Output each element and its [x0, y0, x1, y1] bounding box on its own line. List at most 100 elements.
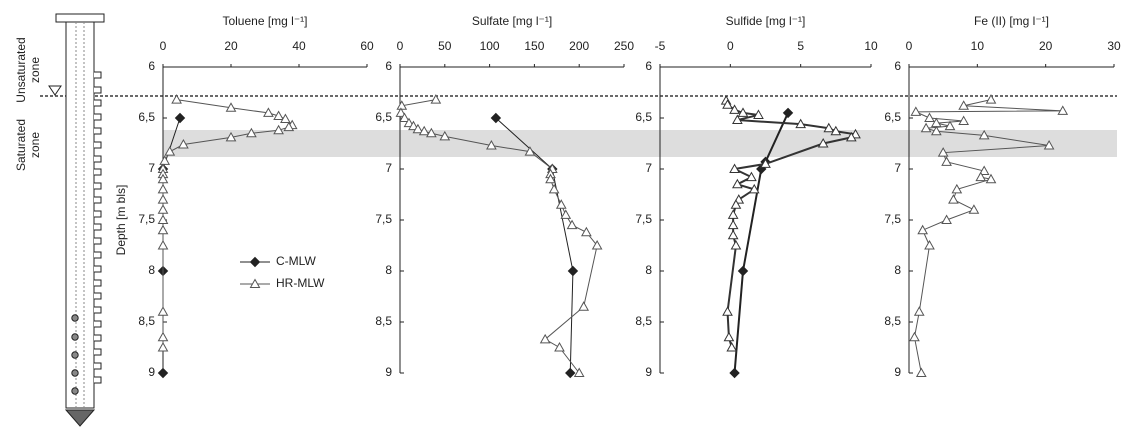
- marker-triangle: [727, 229, 739, 240]
- legend-label: HR-MLW: [276, 276, 325, 290]
- marker-triangle: [403, 117, 415, 128]
- marker-diamond: [157, 367, 169, 379]
- x-tick-label: 10: [864, 39, 878, 53]
- x-tick-label: 200: [569, 39, 589, 53]
- marker-triangle: [727, 219, 739, 230]
- x-tick-label: 50: [438, 39, 452, 53]
- port-flag: [94, 210, 102, 218]
- marker-triangle: [985, 173, 997, 184]
- y-tick-label: 8: [645, 263, 652, 277]
- y-tick-label: 6: [894, 59, 901, 73]
- port-flag: [94, 348, 102, 356]
- marker-triangle: [913, 306, 925, 316]
- y-tick-label: 9: [645, 365, 652, 379]
- marker-triangle: [941, 214, 952, 224]
- marker-triangle: [566, 219, 578, 230]
- chart-title: Sulfide [mg l⁻¹]: [726, 14, 806, 28]
- marker-triangle: [395, 107, 407, 117]
- port-flag: [94, 113, 102, 121]
- port-flag: [94, 141, 102, 149]
- marker-diamond: [782, 107, 794, 119]
- marker-triangle: [968, 204, 980, 214]
- y-tick-label: 9: [385, 365, 392, 379]
- marker-triangle: [573, 367, 585, 377]
- marker-triangle: [591, 239, 603, 250]
- port-flag: [94, 127, 102, 135]
- port-dot: [71, 314, 79, 322]
- x-tick-label: 100: [480, 39, 500, 53]
- well-tip: [64, 409, 96, 427]
- marker-triangle: [157, 306, 169, 316]
- marker-triangle: [924, 112, 935, 122]
- marker-triangle: [730, 199, 742, 209]
- marker-triangle: [548, 183, 560, 194]
- marker-triangle: [746, 171, 757, 182]
- y-tick-label: 7: [148, 161, 155, 175]
- marker-triangle: [157, 214, 169, 224]
- marker-triangle: [273, 110, 284, 120]
- marker-triangle: [399, 112, 410, 122]
- marker-triangle: [581, 226, 592, 237]
- marker-triangle: [723, 331, 735, 342]
- marker-triangle: [944, 120, 956, 131]
- zone-label: zone: [28, 132, 42, 158]
- y-tick-label: 7: [894, 161, 901, 175]
- x-tick-label: -5: [655, 39, 666, 53]
- marker-triangle: [412, 123, 424, 134]
- marker-diamond: [729, 367, 740, 379]
- marker-triangle: [171, 94, 182, 104]
- marker-triangle: [408, 120, 419, 131]
- port-flag: [94, 182, 102, 190]
- marker-triangle: [246, 127, 257, 138]
- port-flag: [94, 99, 102, 107]
- y-tick-label: 8: [894, 263, 901, 277]
- marker-diamond: [567, 265, 579, 277]
- y-tick-label: 8,5: [884, 314, 901, 328]
- well-diagram: [48, 13, 105, 427]
- x-tick-label: 5: [797, 39, 804, 53]
- marker-triangle: [978, 165, 990, 176]
- port-flag: [94, 376, 102, 384]
- marker-triangle: [795, 118, 807, 129]
- x-tick-label: 250: [614, 39, 634, 53]
- marker-triangle: [157, 341, 169, 352]
- marker-triangle: [157, 204, 169, 214]
- marker-diamond: [737, 265, 749, 277]
- marker-triangle: [159, 155, 171, 165]
- port-flag: [94, 168, 102, 176]
- legend-label: C-MLW: [276, 254, 316, 268]
- marker-triangle: [486, 140, 497, 150]
- y-tick-label: 8,5: [635, 314, 652, 328]
- port-flag: [94, 196, 102, 204]
- well-tube: [65, 21, 95, 409]
- y-tick-label: 7: [645, 161, 652, 175]
- marker-triangle: [726, 341, 738, 352]
- port-flag: [94, 279, 102, 287]
- port-flag: [94, 362, 102, 370]
- port-flag: [94, 86, 102, 94]
- y-tick-label: 7: [385, 161, 392, 175]
- well-cap: [55, 13, 105, 23]
- marker-triangle: [930, 125, 942, 136]
- x-tick-label: 0: [727, 39, 734, 53]
- marker-triangle: [426, 127, 437, 138]
- marker-triangle: [917, 224, 929, 235]
- y-tick-label: 6: [385, 59, 392, 73]
- marker-triangle: [937, 147, 949, 157]
- marker-triangle: [732, 114, 743, 125]
- y-tick-label: 9: [148, 365, 155, 379]
- chart-title: Fe (II) [mg l⁻¹]: [974, 14, 1049, 28]
- zone-label: Saturated: [14, 119, 28, 171]
- marker-triangle: [439, 130, 451, 141]
- y-tick-label: 7,5: [884, 212, 901, 226]
- y-tick-label: 8,5: [138, 314, 155, 328]
- port-dot: [71, 387, 79, 395]
- x-tick-label: 10: [971, 39, 985, 53]
- marker-triangle: [722, 306, 733, 316]
- marker-triangle: [157, 224, 169, 235]
- y-axis-label: Depth [m bls]: [114, 185, 128, 256]
- port-flag: [94, 265, 102, 273]
- marker-triangle: [578, 301, 590, 311]
- marker-triangle: [555, 199, 567, 209]
